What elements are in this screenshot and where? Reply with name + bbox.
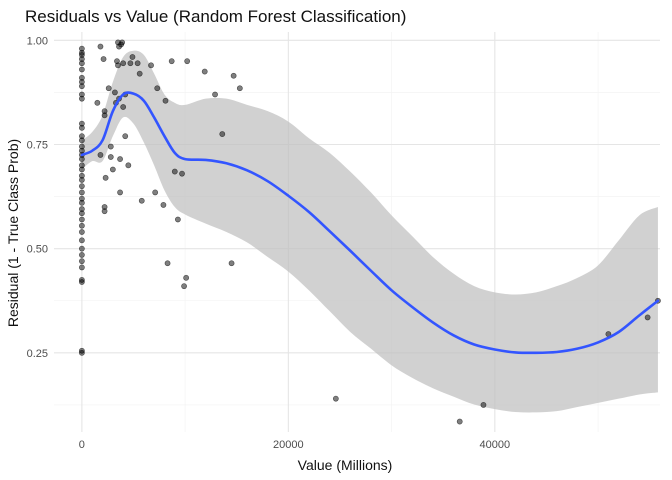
data-point xyxy=(78,199,85,206)
x-axis-ticks: 0 20000 40000 xyxy=(79,439,510,451)
y-tick-label: 1.00 xyxy=(27,35,48,47)
data-point xyxy=(78,222,85,229)
data-point xyxy=(97,152,104,158)
data-point xyxy=(125,162,132,169)
data-point xyxy=(160,202,167,208)
smooth-trend-line xyxy=(80,91,660,355)
data-point xyxy=(78,264,85,271)
y-axis-title: Residual (1 - True Class Prob) xyxy=(5,139,21,327)
x-tick-label: 40000 xyxy=(480,439,511,451)
data-point xyxy=(174,216,181,223)
data-point xyxy=(100,56,107,62)
data-point xyxy=(78,189,85,196)
y-tick-label: 0.50 xyxy=(27,244,48,256)
data-point xyxy=(230,72,237,79)
x-tick-label: 20000 xyxy=(273,439,304,451)
data-point xyxy=(78,137,85,144)
data-point xyxy=(105,85,112,92)
data-point xyxy=(78,177,85,183)
data-point xyxy=(152,189,159,196)
data-point xyxy=(456,418,463,425)
data-point xyxy=(138,197,145,204)
data-point xyxy=(78,229,85,235)
x-tick-label: 0 xyxy=(79,439,85,451)
data-point xyxy=(78,60,85,67)
data-point xyxy=(129,54,136,60)
data-point xyxy=(332,395,339,402)
data-point xyxy=(94,99,101,106)
data-point xyxy=(181,283,187,290)
confidence-ribbon xyxy=(81,50,658,413)
data-point xyxy=(127,60,134,67)
data-point xyxy=(120,104,127,110)
data-point xyxy=(78,216,85,223)
data-point xyxy=(154,85,161,92)
data-point xyxy=(78,95,85,102)
data-point xyxy=(78,124,85,131)
data-point xyxy=(101,208,108,215)
data-point xyxy=(78,245,85,252)
data-point xyxy=(228,260,235,267)
data-point xyxy=(119,39,126,46)
data-point xyxy=(107,154,114,160)
data-point xyxy=(212,91,218,98)
data-point xyxy=(102,174,109,181)
data-point xyxy=(78,258,85,265)
data-point xyxy=(109,166,116,173)
data-point xyxy=(201,68,208,75)
data-point xyxy=(78,252,85,258)
data-point xyxy=(117,189,123,196)
data-point xyxy=(179,170,185,177)
data-point xyxy=(644,314,651,321)
data-point xyxy=(107,143,114,150)
x-axis-title: Value (Millions) xyxy=(298,457,393,473)
data-point xyxy=(168,58,175,65)
data-point xyxy=(78,183,85,190)
data-point xyxy=(78,156,85,162)
data-point xyxy=(78,349,85,356)
data-point xyxy=(480,402,487,408)
data-point xyxy=(78,237,85,244)
data-point xyxy=(164,260,171,267)
data-point xyxy=(78,166,85,173)
data-point xyxy=(120,60,127,67)
data-point xyxy=(117,156,123,162)
data-point xyxy=(183,274,190,281)
data-point xyxy=(171,168,178,175)
y-tick-label: 0.25 xyxy=(27,348,48,360)
data-point xyxy=(101,108,108,115)
data-point xyxy=(184,58,191,65)
y-tick-label: 0.75 xyxy=(27,140,48,152)
data-point xyxy=(97,43,104,50)
y-axis-ticks: 0.25 0.50 0.75 1.00 xyxy=(27,35,48,360)
data-point xyxy=(78,210,85,217)
scatter-points xyxy=(78,39,661,425)
data-point xyxy=(136,70,143,77)
data-point xyxy=(78,66,85,73)
data-point xyxy=(162,97,169,104)
data-point xyxy=(115,62,121,69)
data-point xyxy=(78,279,85,285)
chart-title: Residuals vs Value (Random Forest Classi… xyxy=(25,7,406,26)
data-point xyxy=(236,85,243,92)
data-point xyxy=(148,62,154,69)
data-point xyxy=(134,60,141,67)
data-point xyxy=(219,131,226,137)
data-point xyxy=(78,83,85,90)
data-point xyxy=(122,133,129,140)
data-point xyxy=(112,89,118,96)
